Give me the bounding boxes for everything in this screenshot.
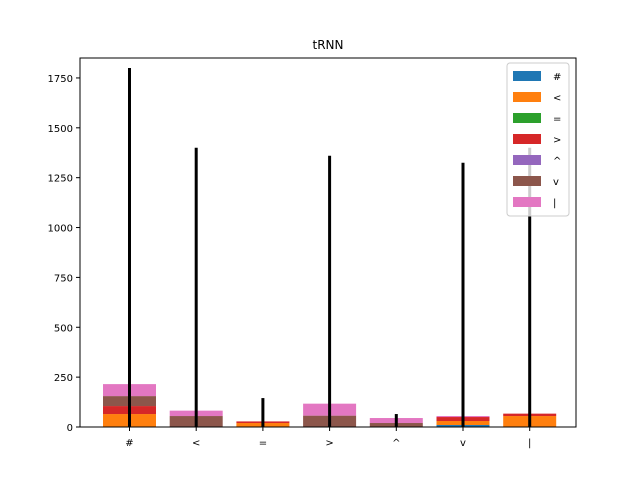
legend-label: > xyxy=(553,135,561,146)
y-tick-label: 1250 xyxy=(48,174,73,185)
y-axis: 0 250 500 750 1000 1250 1500 1750 xyxy=(48,74,80,434)
plot-area xyxy=(103,67,557,427)
x-tick-label: = xyxy=(259,438,267,449)
legend-swatch xyxy=(513,176,541,186)
legend-swatch xyxy=(513,113,541,123)
legend-swatch xyxy=(513,134,541,144)
legend-label: < xyxy=(553,93,561,104)
x-tick-label: v xyxy=(460,438,466,449)
x-tick-label: ^ xyxy=(392,438,400,449)
legend-swatch xyxy=(513,155,541,165)
y-tick-label: 0 xyxy=(67,423,73,434)
y-tick-label: 250 xyxy=(54,373,73,384)
y-tick-label: 500 xyxy=(54,323,73,334)
x-tick-label: < xyxy=(192,438,200,449)
legend-swatch xyxy=(513,92,541,102)
legend-label: = xyxy=(553,114,561,125)
x-tick-label: | xyxy=(528,438,531,449)
legend-swatch xyxy=(513,197,541,207)
legend-label: ^ xyxy=(553,156,561,167)
x-tick-label: # xyxy=(125,438,133,449)
y-tick-label: 750 xyxy=(54,273,73,284)
y-tick-label: 1750 xyxy=(48,74,73,85)
legend-label: | xyxy=(553,198,556,209)
legend-label: v xyxy=(553,177,559,188)
y-tick-label: 1000 xyxy=(48,224,73,235)
x-axis: # < = > ^ v | xyxy=(125,427,531,449)
axes-frame xyxy=(79,57,577,428)
legend: # < = > ^ v | xyxy=(506,62,570,217)
legend-label: # xyxy=(553,72,561,83)
legend-swatch xyxy=(513,71,541,81)
chart-title: tRNN xyxy=(313,38,344,52)
y-tick-label: 1500 xyxy=(48,124,73,135)
x-tick-label: > xyxy=(325,438,333,449)
